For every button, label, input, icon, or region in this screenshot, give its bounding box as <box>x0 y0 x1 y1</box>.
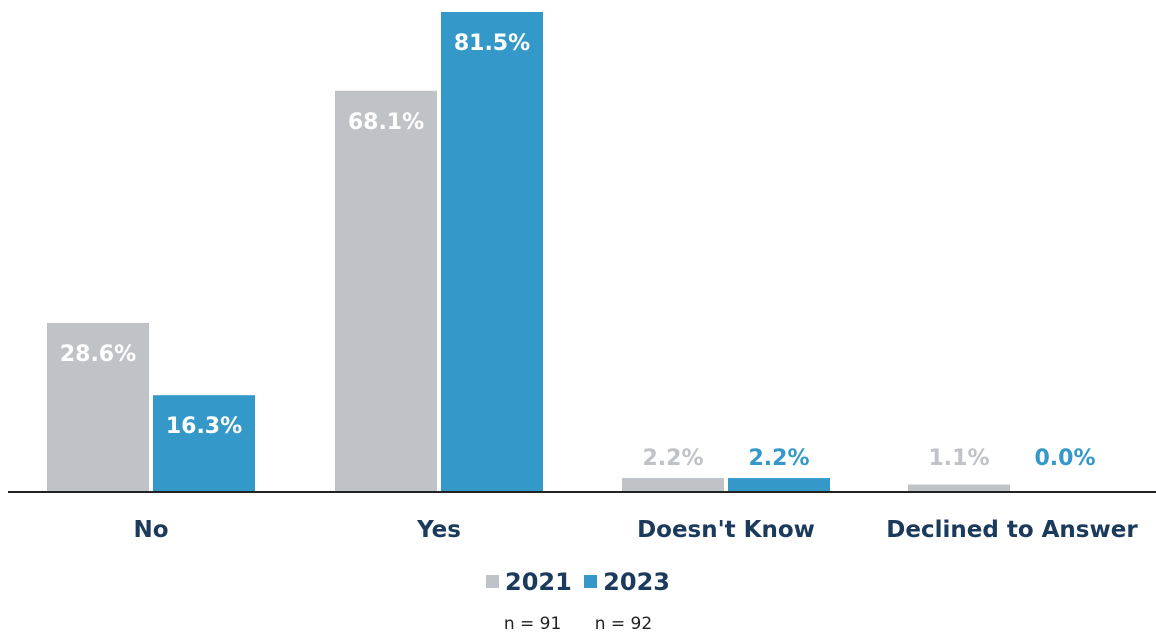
bar-label-2023-1: 81.5% <box>454 31 530 56</box>
bar-label-2023-3: 0.0% <box>1034 446 1095 471</box>
bar-2023-2 <box>728 478 830 491</box>
bar-2021-2 <box>622 478 724 491</box>
bar-label-2023-0: 16.3% <box>166 414 242 439</box>
legend-item-2021: 2021 <box>486 568 572 596</box>
legend-swatch-2023 <box>584 575 598 588</box>
bar-label-2021-1: 68.1% <box>348 110 424 135</box>
legend: 2021 2023 <box>0 566 1156 596</box>
bar-2023-0 <box>153 395 255 491</box>
bar-label-2021-0: 28.6% <box>60 342 136 367</box>
category-label-2: Doesn't Know <box>637 517 815 543</box>
legend-swatch-2021 <box>486 575 500 588</box>
bar-2023-1 <box>441 12 543 491</box>
sample-sizes: n = 91 n = 92 <box>0 614 1156 634</box>
bar-2021-1 <box>335 90 437 491</box>
sample-size-2021: n = 91 <box>503 614 562 634</box>
bar-label-2021-3: 1.1% <box>928 446 989 471</box>
legend-item-2023: 2023 <box>584 568 670 596</box>
bar-label-2023-2: 2.2% <box>748 446 809 471</box>
legend-label-2021: 2021 <box>505 567 572 596</box>
bar-2021-3 <box>908 484 1010 491</box>
sample-size-2023: n = 92 <box>594 614 653 634</box>
category-label-1: Yes <box>416 517 461 543</box>
category-label-0: No <box>133 517 168 543</box>
category-label-3: Declined to Answer <box>886 517 1138 543</box>
legend-label-2023: 2023 <box>603 567 670 596</box>
bar-label-2021-2: 2.2% <box>642 446 703 471</box>
bar-2021-0 <box>47 322 149 491</box>
